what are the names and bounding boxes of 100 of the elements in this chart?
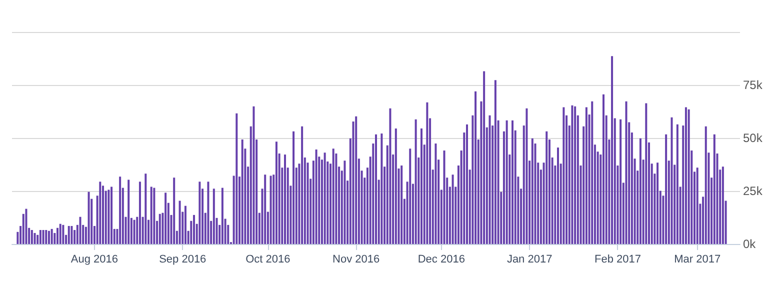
bar: [153, 188, 156, 244]
bar: [79, 216, 82, 244]
bar: [420, 128, 422, 244]
bar: [571, 105, 574, 244]
y-tick-label: 25k: [743, 184, 764, 198]
bar: [221, 188, 224, 244]
bar: [722, 166, 724, 244]
bar: [158, 214, 161, 244]
bar: [488, 115, 491, 244]
x-tick-label: Sep 2016: [159, 254, 206, 266]
y-tick-label: 50k: [743, 131, 764, 145]
bar: [34, 232, 36, 244]
bar: [236, 113, 238, 244]
bar: [70, 226, 73, 244]
bar: [526, 108, 528, 244]
bar: [546, 131, 548, 244]
bar: [409, 148, 412, 244]
bar: [688, 109, 690, 244]
bar: [178, 200, 181, 244]
bar: [252, 106, 255, 244]
bar: [696, 168, 698, 244]
bar: [344, 160, 346, 244]
bar: [275, 142, 278, 244]
bar: [324, 152, 326, 244]
bar: [315, 149, 318, 244]
bar: [301, 126, 304, 244]
bar: [173, 178, 176, 244]
y-tick-label: 0k: [743, 237, 757, 251]
bar: [198, 182, 201, 244]
x-tick-label: Feb 2017: [594, 254, 641, 266]
bar: [59, 224, 62, 244]
bar: [466, 124, 468, 244]
bar: [50, 228, 53, 244]
bar: [133, 220, 136, 244]
bar: [670, 117, 673, 244]
x-tick-label: Mar 2017: [674, 254, 721, 266]
bar: [212, 188, 215, 244]
bar: [512, 120, 514, 244]
bar: [426, 102, 428, 244]
bar: [48, 230, 50, 244]
bar: [434, 144, 437, 244]
bar: [704, 126, 707, 244]
x-tick-label: Dec 2016: [418, 254, 465, 266]
bar: [241, 139, 244, 244]
bar: [380, 134, 383, 244]
bar: [355, 116, 358, 244]
bar: [138, 182, 141, 244]
x-tick-label: Aug 2016: [70, 254, 118, 266]
bar: [620, 119, 622, 244]
bar: [108, 190, 110, 244]
bar: [62, 224, 64, 244]
bar: [531, 138, 534, 244]
bar: [474, 91, 477, 244]
bar: [68, 226, 70, 244]
bar: [184, 206, 186, 244]
bar: [645, 103, 648, 244]
bar: [119, 176, 122, 244]
bar: [270, 176, 272, 244]
bar: [150, 186, 152, 244]
bar: [284, 154, 286, 244]
bar: [483, 71, 486, 244]
y-tick-label: 75k: [743, 78, 764, 92]
bar: [611, 56, 614, 244]
x-tick-label: Jan 2017: [506, 254, 552, 266]
bar: [56, 228, 58, 244]
bar: [639, 138, 642, 244]
bar: [713, 134, 716, 244]
bar: [207, 182, 210, 244]
bar: [375, 134, 377, 244]
bar: [25, 208, 28, 244]
bar: [665, 134, 668, 244]
bar: [400, 166, 403, 244]
bar: [557, 148, 559, 244]
bar: [389, 108, 392, 244]
bar: [414, 119, 417, 244]
bar: [39, 230, 42, 244]
bar: [45, 230, 48, 244]
x-tick-label: Oct 2016: [246, 254, 290, 266]
bar: [88, 192, 90, 244]
bar: [676, 124, 678, 244]
bar: [585, 107, 588, 244]
bar: [30, 230, 33, 244]
bar: [394, 128, 397, 244]
bar: [574, 106, 576, 244]
bar: [102, 186, 104, 244]
bar: [292, 131, 295, 244]
bar: [591, 101, 594, 244]
x-tick-label: Nov 2016: [332, 254, 380, 266]
bar: [506, 120, 508, 244]
bar: [656, 162, 659, 244]
bar: [42, 230, 44, 244]
bar: [193, 214, 195, 244]
bar: [452, 174, 454, 244]
bar: [602, 94, 604, 244]
bar: [128, 180, 130, 244]
bar: [684, 107, 687, 244]
bar: [164, 192, 167, 244]
bar: [332, 148, 334, 244]
bar: [625, 101, 628, 244]
bar: [443, 150, 446, 244]
